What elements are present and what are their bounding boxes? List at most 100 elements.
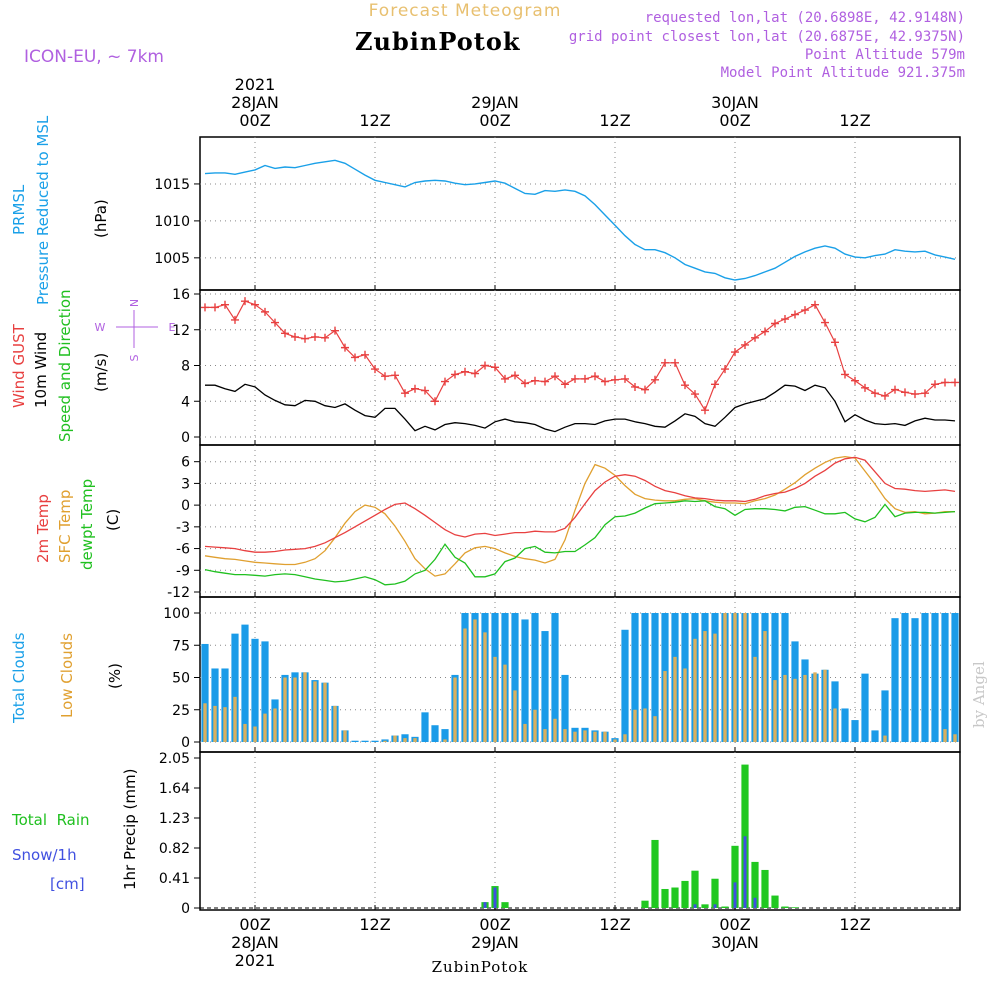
panel-frame	[199, 136, 961, 291]
y-tick-label: 1.64	[159, 781, 190, 797]
total-cloud-bar	[551, 613, 559, 742]
gust-marker	[811, 300, 819, 309]
rain-bar	[781, 906, 789, 908]
snow-bar	[713, 904, 717, 908]
low-cloud-bar	[623, 734, 627, 742]
temp-labels: 2m Temp SFC Temp dewpt Temp (C)	[34, 479, 122, 570]
precip-panel: 0 0.41 0.82 1.23 1.64 2.05	[159, 751, 961, 917]
low-cloud-bar	[563, 729, 567, 742]
gust-marker	[331, 326, 339, 335]
y-tick-label: 8	[181, 359, 190, 375]
bottom-time-label: 12Z	[599, 915, 630, 934]
y-tick-label: 3	[181, 476, 190, 492]
snow-bar	[493, 887, 497, 908]
y-tick-label: 50	[172, 671, 190, 687]
gust-marker	[721, 365, 729, 374]
gust-marker	[941, 378, 949, 387]
snow-unit-label: [cm]	[50, 875, 85, 893]
low-cloud-bar	[703, 631, 707, 742]
low-cloud-bar	[643, 708, 647, 742]
low-cloud-bar	[673, 656, 677, 742]
gust-marker	[261, 307, 269, 316]
low-cloud-bar	[803, 674, 807, 742]
gust-marker	[801, 306, 809, 315]
gust-marker	[551, 372, 559, 381]
compass-e: E	[169, 321, 176, 334]
temp-sfc-label: SFC Temp	[56, 490, 74, 563]
wind-unit: (m/s)	[92, 353, 110, 392]
top-time-label: 2021	[235, 75, 276, 94]
snow-bar	[733, 882, 737, 908]
gust-marker	[381, 372, 389, 381]
low-cloud-bar	[253, 726, 257, 742]
wind-labels: Wind GUST 10m Wind Speed and Direction (…	[10, 289, 176, 442]
gust-marker	[841, 370, 849, 379]
low-cloud-bar	[833, 708, 837, 742]
gust-marker	[341, 343, 349, 352]
rain-bar	[671, 887, 679, 908]
total-cloud-bar	[641, 613, 649, 742]
top-time-label: 00Z	[719, 111, 750, 130]
gust-marker	[421, 386, 429, 395]
low-cloud-bar	[733, 613, 737, 742]
bottom-time-label: 30JAN	[711, 933, 759, 952]
y-tick-label: 0	[181, 735, 190, 751]
gust-marker	[441, 377, 449, 386]
low-cloud-bar	[493, 656, 497, 742]
precip-labels: Total Rain Snow/1h [cm] 1hr Precip (mm)	[11, 769, 139, 893]
wind-gust-label: Wind GUST	[10, 323, 28, 408]
total-cloud-bar	[651, 613, 659, 742]
low-cloud-bar	[663, 671, 667, 742]
pressure-msl-label: Pressure Reduced to MSL	[34, 115, 52, 305]
y-tick-label: 0.41	[159, 871, 190, 887]
top-time-label: 00Z	[239, 111, 270, 130]
low-cloud-bar	[473, 619, 477, 742]
rain-bar	[651, 839, 659, 908]
compass-icon: N S W E	[95, 299, 176, 362]
bottom-time-label: 00Z	[479, 915, 510, 934]
low-cloud-bar	[463, 628, 467, 742]
gust-marker	[321, 333, 329, 342]
top-time-label: 28JAN	[231, 93, 279, 112]
y-tick-label: 6	[181, 455, 190, 471]
y-tick-label: -9	[176, 563, 190, 579]
sfc-temp-line	[204, 455, 955, 577]
rain-bar	[761, 869, 769, 908]
watermark: by Angel	[970, 661, 988, 728]
gust-line	[205, 300, 955, 412]
low-cloud-bar	[763, 631, 767, 742]
temp-2m-line	[204, 456, 956, 553]
low-cloud-bar	[813, 672, 817, 742]
gust-marker	[851, 376, 859, 385]
gust-marker	[611, 375, 619, 384]
total-cloud-bar	[561, 674, 569, 742]
gust-marker	[401, 389, 409, 398]
low-cloud-bar	[533, 709, 537, 742]
total-cloud-bar	[941, 613, 949, 742]
low-cloud-bar	[283, 677, 287, 742]
low-cloud-bar	[723, 613, 727, 742]
total-cloud-bar	[541, 631, 549, 742]
wind-10m-label: 10m Wind	[32, 332, 50, 408]
top-time-label: 00Z	[479, 111, 510, 130]
low-cloud-bar	[583, 730, 587, 742]
gust-marker	[461, 367, 469, 376]
low-cloud-bar	[443, 739, 447, 742]
snow-label: Snow/1h	[12, 846, 77, 864]
snow-bar	[743, 836, 747, 908]
low-cloud-bar	[233, 696, 237, 742]
compass-w: W	[95, 321, 106, 334]
gust-marker	[661, 358, 669, 367]
y-tick-label: -6	[176, 542, 190, 558]
total-cloud-bar	[621, 629, 629, 742]
gust-marker	[201, 303, 209, 312]
total-cloud-bar	[381, 739, 389, 742]
total-cloud-bar	[881, 690, 889, 742]
y-tick-label: 75	[172, 638, 190, 654]
gust-marker	[901, 388, 909, 397]
y-tick-label: 4	[181, 394, 190, 410]
model-label: ICON-EU, ~ 7km	[24, 47, 164, 67]
gust-marker	[281, 329, 289, 338]
